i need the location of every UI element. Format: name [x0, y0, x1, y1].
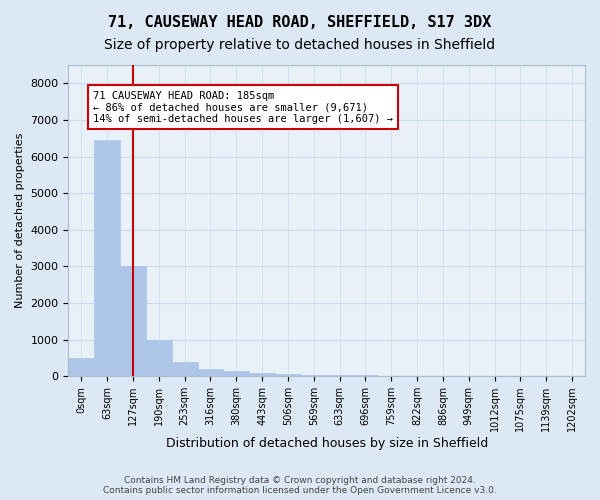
Text: 71, CAUSEWAY HEAD ROAD, SHEFFIELD, S17 3DX: 71, CAUSEWAY HEAD ROAD, SHEFFIELD, S17 3…: [109, 15, 491, 30]
X-axis label: Distribution of detached houses by size in Sheffield: Distribution of detached houses by size …: [166, 437, 488, 450]
Y-axis label: Number of detached properties: Number of detached properties: [15, 133, 25, 308]
Bar: [94, 140, 120, 376]
Bar: [197, 369, 223, 376]
Text: Size of property relative to detached houses in Sheffield: Size of property relative to detached ho…: [104, 38, 496, 52]
Bar: [223, 372, 249, 376]
Text: 71 CAUSEWAY HEAD ROAD: 185sqm
← 86% of detached houses are smaller (9,671)
14% o: 71 CAUSEWAY HEAD ROAD: 185sqm ← 86% of d…: [93, 90, 393, 124]
Text: Contains HM Land Registry data © Crown copyright and database right 2024.
Contai: Contains HM Land Registry data © Crown c…: [103, 476, 497, 495]
Bar: [146, 340, 172, 376]
Bar: [120, 266, 146, 376]
Bar: [275, 374, 301, 376]
Bar: [68, 358, 94, 376]
Bar: [301, 375, 327, 376]
Bar: [249, 374, 275, 376]
Bar: [172, 362, 197, 376]
